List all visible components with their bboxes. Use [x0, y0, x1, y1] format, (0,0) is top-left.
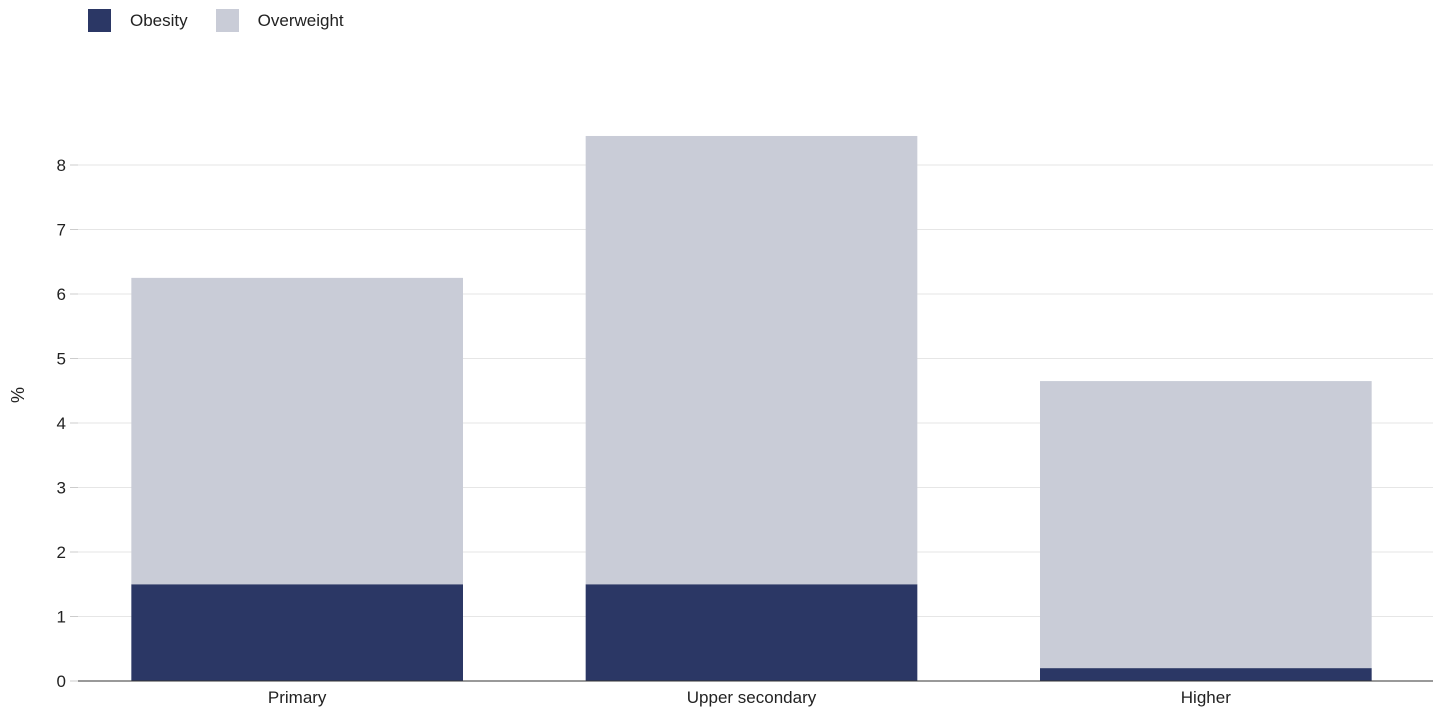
y-axis-title: % [8, 387, 28, 403]
y-tick-label-5: 5 [57, 350, 66, 369]
bar-obesity-primary[interactable] [131, 584, 463, 681]
bar-overweight-higher[interactable] [1040, 381, 1372, 669]
y-tick-label-1: 1 [57, 608, 66, 627]
y-axis-ticks: 0 1 2 3 4 5 6 7 8 [57, 156, 78, 691]
legend-label-obesity: Obesity [130, 10, 188, 30]
y-tick-label-0: 0 [57, 672, 66, 691]
bars [131, 135, 1372, 681]
y-tick-label-8: 8 [57, 156, 66, 175]
bar-overweight-primary[interactable] [131, 277, 463, 585]
legend-swatch-obesity [88, 9, 111, 32]
x-tick-label-upper-secondary: Upper secondary [687, 688, 817, 707]
chart-legend: Obesity Overweight [88, 9, 344, 32]
legend-item-overweight[interactable]: Overweight [215, 9, 344, 32]
bar-obesity-upper-secondary[interactable] [585, 584, 918, 681]
bar-obesity-higher[interactable] [1040, 668, 1372, 681]
legend-item-obesity[interactable]: Obesity [88, 9, 188, 32]
bar-overweight-upper-secondary[interactable] [585, 135, 918, 585]
y-tick-label-3: 3 [57, 479, 66, 498]
y-tick-label-2: 2 [57, 543, 66, 562]
x-tick-label-higher: Higher [1181, 688, 1231, 707]
x-axis-ticks: Primary Upper secondary Higher [268, 688, 1231, 707]
x-tick-label-primary: Primary [268, 688, 327, 707]
legend-swatch-overweight [215, 9, 239, 32]
y-tick-label-6: 6 [57, 285, 66, 304]
y-tick-label-4: 4 [57, 414, 66, 433]
y-tick-label-7: 7 [57, 221, 66, 240]
legend-label-overweight: Overweight [257, 10, 344, 30]
